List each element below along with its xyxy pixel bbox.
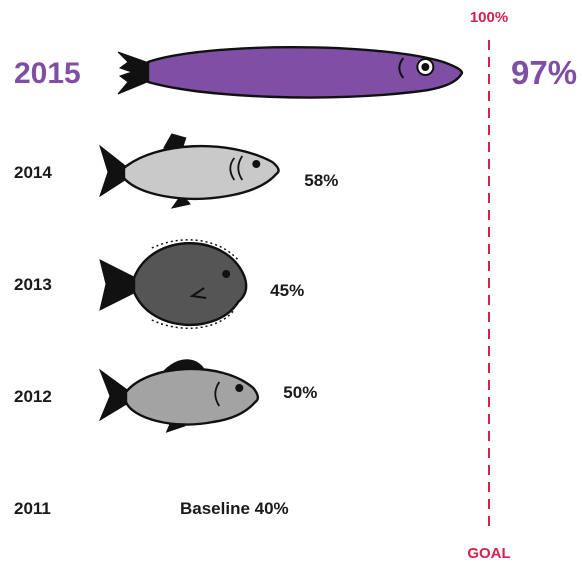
value-label-2015: 97%	[511, 54, 577, 91]
pectoral-fin	[189, 287, 207, 299]
goal-top-label: 100%	[470, 9, 508, 26]
tail-fin	[99, 144, 129, 198]
fish-pupil	[421, 63, 430, 71]
gill-line	[398, 57, 405, 79]
fish-eye	[222, 270, 231, 278]
year-label-2011: 2011	[14, 499, 51, 518]
fish-eye	[252, 160, 261, 168]
herring-fish-icon	[99, 133, 280, 209]
year-label-2013: 2013	[14, 275, 52, 294]
year-label-2015: 2015	[14, 57, 81, 90]
flounder-fish-icon	[99, 239, 248, 330]
year-label-2012: 2012	[14, 387, 52, 406]
gill-line	[214, 381, 221, 407]
long-fish-icon	[117, 46, 464, 99]
tail-fin	[99, 259, 137, 311]
fish-body	[132, 242, 248, 327]
gill-line	[229, 155, 244, 181]
fish-eye	[235, 384, 244, 392]
goal-bottom-label: GOAL	[467, 545, 510, 562]
tail-fin	[98, 368, 131, 422]
fish-body	[124, 367, 260, 426]
fish-body	[122, 144, 280, 200]
value-label-2013: 45%	[270, 281, 304, 300]
perch-fish-icon	[98, 359, 260, 433]
value-label-2014: 58%	[304, 171, 338, 190]
year-label-2014: 2014	[14, 163, 52, 182]
value-label-2012: 50%	[283, 383, 317, 402]
fish-body	[146, 46, 464, 99]
value-label-2011: Baseline 40%	[180, 499, 289, 518]
fin-edge-bottom	[151, 309, 235, 330]
